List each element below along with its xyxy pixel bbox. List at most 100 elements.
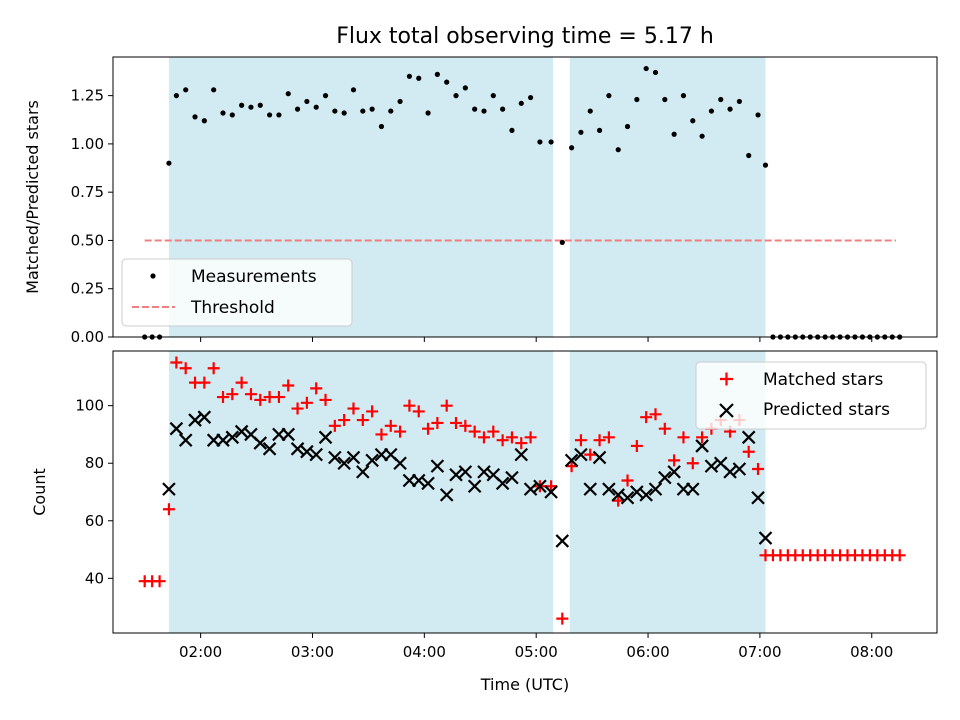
- bottom-y-tick-label: 100: [75, 397, 104, 415]
- measurement-point: [500, 106, 506, 112]
- measurement-point: [313, 104, 319, 110]
- top-y-tick-label: 0.00: [71, 328, 104, 346]
- measurement-point: [266, 112, 273, 118]
- matched-star-point: [431, 416, 444, 429]
- measurement-point: [652, 69, 659, 76]
- predicted-star-point: [514, 447, 529, 462]
- measurement-point: [718, 96, 724, 103]
- bottom-axis-ticks: 02:00 03:00 04:00 05:00 06:00 07:00 08:00 40 60 8…: [75, 397, 893, 661]
- matched-star-point: [630, 439, 643, 452]
- measurement-point: [518, 100, 524, 106]
- measurement-point: [578, 129, 584, 135]
- predicted-star-point: [686, 482, 700, 496]
- top-y-tick-label: 1.25: [71, 87, 104, 105]
- measurement-point: [662, 96, 668, 103]
- predicted-star-point: [411, 473, 426, 488]
- measurement-point: [755, 112, 761, 118]
- matched-star-point: [593, 434, 606, 447]
- predicted-star-point: [602, 482, 616, 496]
- bottom-legend: Matched stars Predicted stars: [695, 361, 927, 430]
- predicted-star-point: [544, 485, 558, 499]
- predicted-star-point: [281, 427, 296, 442]
- matched-star-point: [602, 431, 615, 444]
- matched-star-point: [366, 405, 379, 418]
- x-tick-label: 06:00: [626, 643, 669, 661]
- matched-star-point: [640, 411, 653, 424]
- measurement-point: [569, 145, 575, 151]
- measurement-point: [173, 93, 179, 99]
- measurement-point: [615, 147, 621, 153]
- predicted-star-point: [583, 482, 598, 496]
- measurement-point: [559, 239, 565, 245]
- measurement-point: [322, 93, 329, 99]
- matched-star-point: [375, 428, 388, 441]
- predicted-star-point: [430, 459, 445, 473]
- bottom-y-tick-label: 80: [85, 454, 104, 472]
- measurement-point: [690, 118, 696, 124]
- matched-star-point: [216, 391, 229, 404]
- measurement-point: [727, 106, 733, 112]
- measurement-point: [220, 110, 226, 116]
- matched-star-point: [515, 437, 528, 450]
- measurement-point: [708, 108, 715, 114]
- matched-star-point: [403, 399, 416, 412]
- x-tick-label: 07:00: [738, 643, 781, 661]
- matched-star-point: [272, 391, 285, 404]
- measurement-point: [434, 71, 440, 77]
- measurement-point: [211, 87, 217, 93]
- matched-star-point: [584, 448, 597, 461]
- predicted-star-point: [290, 442, 305, 456]
- measurement-point: [680, 93, 687, 99]
- measurement-point: [624, 123, 631, 130]
- bottom-y-tick-label: 40: [85, 569, 104, 587]
- predicted-star-point: [458, 465, 473, 479]
- measurement-point: [276, 112, 282, 118]
- legend-predicted-label: Predicted stars: [763, 400, 890, 420]
- matched-star-point: [565, 460, 578, 473]
- measurement-point: [509, 127, 515, 133]
- predicted-star-point: [365, 453, 379, 468]
- measurement-point: [183, 87, 189, 93]
- matched-star-point: [545, 480, 558, 493]
- predicted-star-point: [695, 439, 709, 453]
- predicted-star-point: [658, 470, 672, 485]
- top-y-tick-label: 0.75: [71, 183, 104, 201]
- measurement-point: [360, 108, 366, 114]
- top-y-tick-label: 1.00: [71, 135, 104, 153]
- measurement-point: [369, 106, 375, 112]
- matched-star-point: [153, 575, 166, 588]
- predicted-star-point: [704, 459, 719, 473]
- predicted-star-point: [421, 476, 435, 491]
- legend-measurements-marker: [150, 273, 156, 279]
- matched-star-point: [621, 474, 634, 487]
- measurement-point: [397, 98, 403, 105]
- measurement-point: [444, 79, 450, 85]
- matched-star-point: [300, 396, 313, 409]
- predicted-star-point: [555, 534, 570, 548]
- legend-measurements-label: Measurements: [191, 267, 317, 287]
- matched-star-point: [505, 431, 518, 444]
- matched-star-point: [162, 503, 175, 516]
- matched-star-point: [450, 416, 463, 429]
- measurement-point: [416, 75, 422, 81]
- matched-star-point: [384, 419, 397, 432]
- chart-title: Flux total observing time = 5.17 h: [336, 24, 714, 49]
- bottom-y-tick-label: 60: [85, 512, 104, 530]
- predicted-star-point: [533, 479, 547, 494]
- measurement-point: [294, 106, 301, 112]
- predicted-star-point: [309, 447, 323, 462]
- legend-matched-marker: [720, 372, 733, 386]
- top-y-axis-label: Matched/Predicted stars: [23, 100, 42, 294]
- predicted-star-point: [574, 447, 588, 462]
- matched-star-point: [254, 393, 267, 406]
- matched-star-point: [477, 431, 490, 444]
- matched-star-point: [574, 434, 587, 447]
- predicted-star-point: [225, 430, 240, 445]
- x-axis-label: Time (UTC): [480, 675, 569, 694]
- measurement-point: [285, 91, 291, 97]
- x-tick-label: 03:00: [291, 643, 334, 661]
- matched-star-point: [422, 422, 435, 435]
- matched-star-point: [612, 494, 625, 507]
- matched-star-point: [347, 402, 360, 415]
- matched-star-point: [356, 414, 369, 427]
